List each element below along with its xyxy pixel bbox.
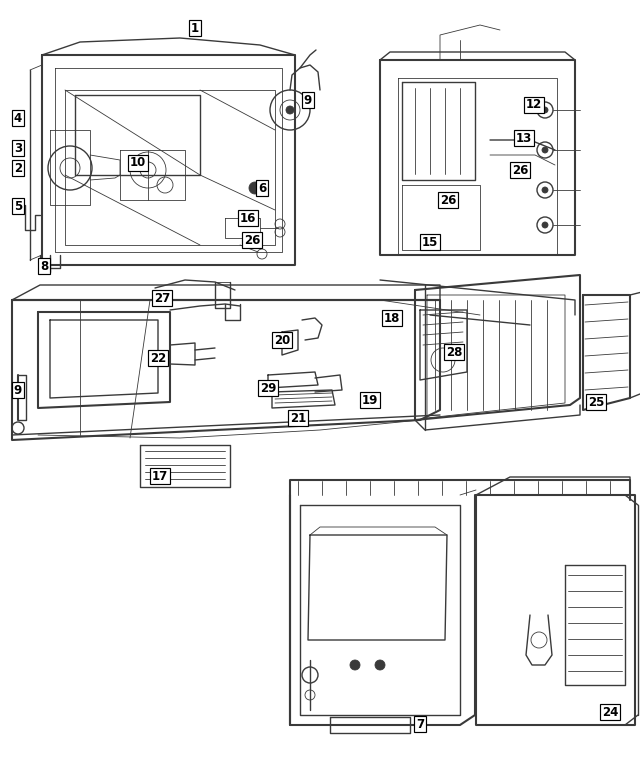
Text: 27: 27 bbox=[154, 291, 170, 305]
Text: 24: 24 bbox=[602, 706, 618, 719]
Text: 29: 29 bbox=[260, 382, 276, 395]
Circle shape bbox=[542, 187, 548, 193]
Text: 1: 1 bbox=[191, 22, 199, 34]
Text: 4: 4 bbox=[14, 112, 22, 124]
Text: 3: 3 bbox=[14, 141, 22, 155]
Text: 2: 2 bbox=[14, 162, 22, 175]
Text: 16: 16 bbox=[240, 211, 256, 225]
Text: 9: 9 bbox=[304, 93, 312, 106]
Text: 26: 26 bbox=[512, 163, 528, 176]
Circle shape bbox=[542, 222, 548, 228]
Text: 25: 25 bbox=[588, 395, 604, 409]
Text: 15: 15 bbox=[422, 235, 438, 249]
Text: 18: 18 bbox=[384, 312, 400, 325]
Text: 20: 20 bbox=[274, 333, 290, 347]
Text: 19: 19 bbox=[362, 393, 378, 406]
Text: 26: 26 bbox=[440, 193, 456, 207]
Text: 8: 8 bbox=[40, 260, 48, 273]
Text: 5: 5 bbox=[14, 200, 22, 212]
Text: 6: 6 bbox=[258, 182, 266, 194]
Text: 7: 7 bbox=[416, 717, 424, 730]
Circle shape bbox=[542, 107, 548, 113]
Text: 28: 28 bbox=[446, 346, 462, 358]
Text: 26: 26 bbox=[244, 234, 260, 246]
Text: 13: 13 bbox=[516, 131, 532, 145]
Text: 10: 10 bbox=[130, 156, 146, 169]
Text: 12: 12 bbox=[526, 99, 542, 112]
Circle shape bbox=[249, 182, 261, 194]
Circle shape bbox=[375, 660, 385, 670]
Bar bbox=[215, 282, 230, 308]
Text: 21: 21 bbox=[290, 412, 306, 424]
Circle shape bbox=[542, 147, 548, 153]
Text: 9: 9 bbox=[14, 384, 22, 396]
Circle shape bbox=[286, 106, 294, 114]
Text: 17: 17 bbox=[152, 469, 168, 483]
Circle shape bbox=[350, 660, 360, 670]
Text: 22: 22 bbox=[150, 351, 166, 364]
